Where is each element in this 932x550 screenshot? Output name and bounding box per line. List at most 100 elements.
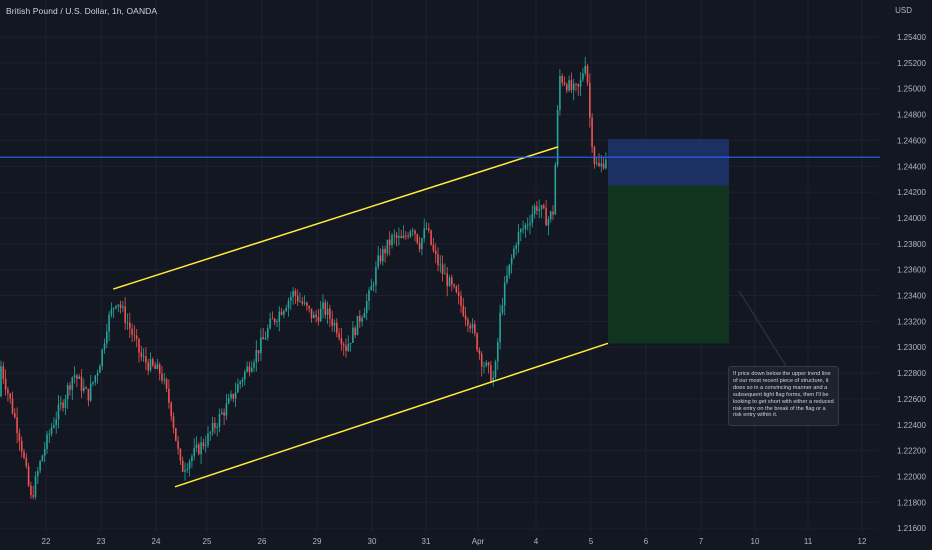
candle-body bbox=[524, 224, 527, 229]
candle-body bbox=[347, 343, 350, 351]
currency-label[interactable]: USD bbox=[895, 6, 912, 15]
candle-body bbox=[517, 232, 520, 246]
candle-body bbox=[324, 302, 327, 315]
candle-body bbox=[340, 338, 343, 345]
candle-body bbox=[441, 264, 444, 274]
candle-body bbox=[439, 264, 442, 266]
time-tick-label: 5 bbox=[589, 537, 594, 546]
candle-body bbox=[430, 230, 432, 245]
candle-body bbox=[393, 234, 396, 236]
candle-body bbox=[152, 359, 154, 366]
candle-body bbox=[584, 65, 586, 74]
candle-body bbox=[184, 470, 186, 472]
price-tick-label: 1.21800 bbox=[897, 498, 926, 507]
candle-body bbox=[124, 306, 126, 323]
candle-body bbox=[241, 379, 244, 382]
candle-body bbox=[508, 264, 511, 276]
price-tick-label: 1.24000 bbox=[897, 214, 926, 223]
candle-body bbox=[455, 286, 458, 293]
candle-body bbox=[386, 239, 389, 254]
candle-body bbox=[315, 314, 317, 317]
candle-body bbox=[218, 414, 221, 427]
candle-body bbox=[216, 426, 218, 428]
time-tick-label: 29 bbox=[313, 537, 322, 546]
candle-body bbox=[11, 398, 14, 414]
drawings-layer bbox=[0, 146, 892, 488]
candle-body bbox=[469, 325, 471, 329]
candle-body bbox=[313, 314, 315, 319]
candle-body bbox=[145, 356, 147, 363]
candle-body bbox=[211, 423, 214, 433]
candle-body bbox=[536, 206, 538, 211]
candle-body bbox=[267, 328, 269, 338]
candle-body bbox=[400, 236, 402, 238]
candle-body bbox=[352, 327, 354, 343]
candle-body bbox=[280, 311, 283, 315]
candle-body bbox=[595, 162, 598, 164]
price-tick-label: 1.23800 bbox=[897, 240, 926, 249]
candle-body bbox=[342, 344, 345, 346]
candle-body bbox=[322, 302, 324, 309]
candle-body bbox=[398, 236, 400, 238]
candle-body bbox=[89, 383, 92, 401]
candle-body bbox=[365, 301, 368, 313]
candle-body bbox=[41, 455, 44, 462]
price-tick-label: 1.24800 bbox=[897, 111, 926, 120]
candle-body bbox=[478, 350, 481, 354]
candle-body bbox=[170, 402, 172, 417]
price-tick-label: 1.25400 bbox=[897, 33, 926, 42]
candle-body bbox=[191, 456, 193, 462]
time-tick-label: Apr bbox=[472, 537, 485, 546]
candle-body bbox=[14, 413, 16, 418]
candle-body bbox=[377, 255, 379, 268]
candle-body bbox=[188, 461, 191, 469]
candle-body bbox=[515, 245, 517, 249]
candle-body bbox=[543, 205, 545, 209]
candle-body bbox=[310, 308, 313, 319]
price-tick-label: 1.23400 bbox=[897, 292, 926, 301]
candle-body bbox=[319, 308, 322, 322]
candle-body bbox=[168, 388, 170, 403]
candle-body bbox=[538, 209, 540, 211]
candle-body bbox=[591, 117, 593, 148]
time-tick-label: 30 bbox=[368, 537, 377, 546]
time-tick-label: 12 bbox=[858, 537, 867, 546]
candle-body bbox=[246, 366, 248, 372]
candle-body bbox=[526, 224, 529, 226]
candle-body bbox=[483, 365, 485, 367]
candle-body bbox=[119, 304, 122, 308]
candle-body bbox=[356, 315, 359, 336]
price-tick-label: 1.25200 bbox=[897, 59, 926, 68]
candle-body bbox=[181, 460, 184, 472]
candle-body bbox=[423, 228, 425, 239]
candle-body bbox=[53, 424, 55, 428]
candle-body bbox=[30, 485, 32, 496]
candle-body bbox=[501, 305, 504, 313]
candle-body bbox=[273, 318, 276, 322]
candle-body bbox=[294, 290, 297, 296]
candle-body bbox=[437, 254, 439, 266]
text-note[interactable]: If price down below the upper trend line… bbox=[728, 366, 839, 427]
candle-body bbox=[382, 249, 384, 262]
candle-body bbox=[432, 244, 435, 251]
candle-body bbox=[476, 333, 478, 351]
candle-body bbox=[301, 301, 304, 304]
candle-body bbox=[290, 297, 292, 301]
candle-body bbox=[161, 373, 163, 381]
candle-body bbox=[338, 333, 340, 339]
price-tick-label: 1.24600 bbox=[897, 136, 926, 145]
time-tick-label: 23 bbox=[97, 537, 106, 546]
candle-body bbox=[384, 249, 386, 254]
candle-body bbox=[331, 318, 333, 326]
candle-body bbox=[202, 442, 205, 447]
candle-body bbox=[434, 250, 437, 255]
candle-body bbox=[336, 322, 338, 334]
candle-body bbox=[165, 379, 168, 389]
candle-body bbox=[492, 377, 494, 382]
candle-body bbox=[582, 73, 584, 80]
candle-body bbox=[85, 387, 87, 389]
candle-body bbox=[149, 359, 152, 371]
